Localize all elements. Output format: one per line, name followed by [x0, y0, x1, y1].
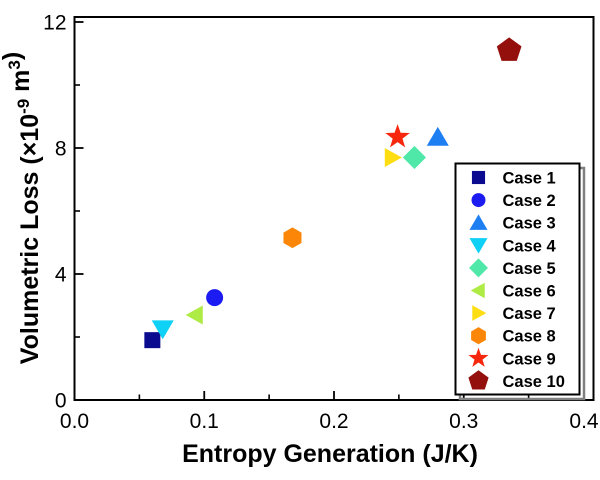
- x-tick-label: 0.2: [319, 410, 348, 433]
- legend-label-case-6: Case 6: [503, 283, 556, 301]
- legend-label-case-7: Case 7: [503, 305, 556, 323]
- legend: Case 1 Case 2 Case 3 Case 4 Case 5 Case 6 Case…: [454, 162, 586, 401]
- y-tick-label: 8: [55, 138, 67, 161]
- legend-label-case-1: Case 1: [503, 170, 556, 188]
- data-marker-case-4: [151, 320, 174, 340]
- x-tick-label: 0.4: [569, 410, 599, 433]
- y-axis-title: Volumetric Loss (×10-9 m3): [0, 52, 44, 364]
- data-marker-case-10: [496, 37, 522, 61]
- data-marker-case-8: [283, 227, 302, 249]
- legend-marker-case-3: [469, 214, 488, 230]
- x-tick-label: 0.3: [449, 410, 478, 433]
- y-tick-label: 4: [55, 264, 67, 287]
- legend-label-case-10: Case 10: [503, 373, 565, 391]
- data-marker-case-2: [206, 289, 224, 307]
- x-tick-label: 0.1: [190, 410, 219, 433]
- x-axis-title: Entropy Generation (J/K): [182, 440, 478, 468]
- legend-marker-case-6: [470, 282, 485, 299]
- legend-label-case-9: Case 9: [503, 350, 556, 368]
- legend-label-case-3: Case 3: [503, 215, 556, 233]
- y-axis-title-group: Volumetric Loss (×10-9 m3): [0, 52, 44, 364]
- data-marker-case-3: [426, 126, 449, 146]
- legend-marker-case-9: [468, 347, 489, 367]
- legend-marker-case-5: [469, 258, 488, 278]
- x-tick-label: 0.0: [60, 410, 89, 433]
- data-marker-case-1: [144, 332, 161, 349]
- legend-label-case-5: Case 5: [503, 260, 556, 278]
- legend-marker-case-1: [471, 170, 486, 185]
- data-marker-case-6: [185, 305, 203, 325]
- legend-label-case-2: Case 2: [503, 192, 556, 210]
- legend-marker-case-4: [469, 238, 488, 254]
- data-marker-case-7: [384, 147, 402, 167]
- y-tick-label: 0: [55, 390, 67, 413]
- y-tick-label: 12: [43, 12, 66, 35]
- data-marker-case-5: [402, 145, 426, 169]
- data-marker-case-9: [385, 124, 410, 148]
- legend-marker-case-8: [471, 327, 486, 345]
- legend-label-case-8: Case 8: [503, 328, 556, 346]
- legend-label-case-4: Case 4: [503, 237, 557, 255]
- legend-marker-case-10: [468, 370, 489, 390]
- legend-marker-case-7: [472, 305, 487, 321]
- legend-marker-case-2: [471, 193, 486, 208]
